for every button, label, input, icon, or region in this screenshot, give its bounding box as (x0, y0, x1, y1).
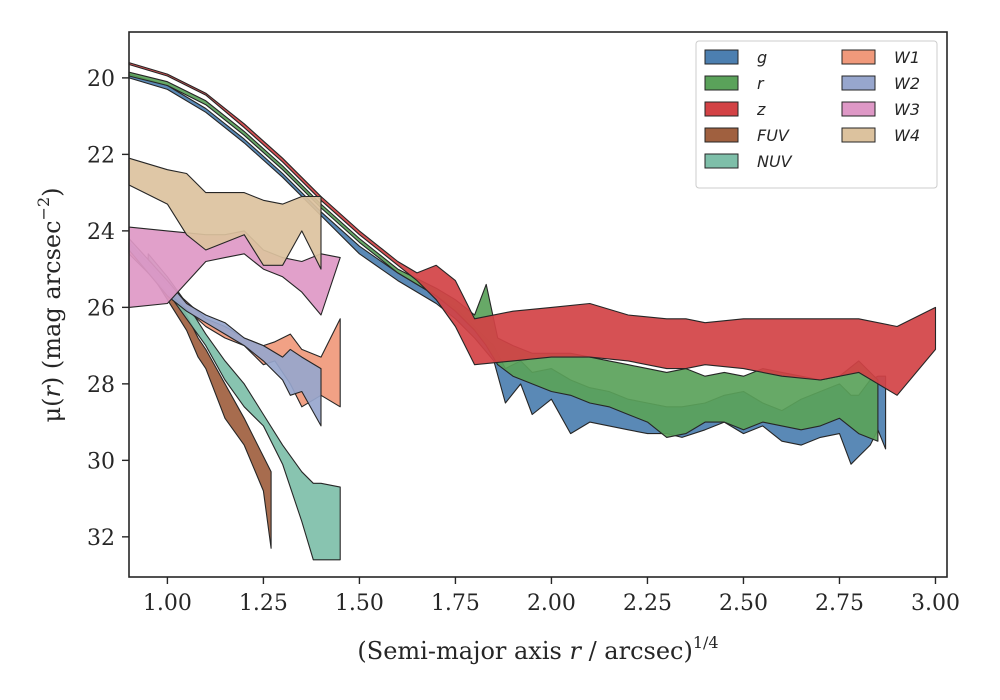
y-tick-label: 30 (87, 449, 115, 474)
legend-swatch-w1 (841, 49, 876, 65)
legend-swatch-r (704, 75, 739, 91)
x-tick-label: 2.00 (527, 591, 576, 616)
legend-items: grz FUV NUV W1 W2 W3 W4 (704, 48, 920, 171)
legend-swatch-w3 (841, 101, 876, 117)
series-layer (128, 62, 937, 561)
x-tick-label: 2.75 (815, 591, 864, 616)
legend-frame (695, 40, 938, 189)
legend-label-w4: W4 (894, 126, 920, 145)
legend-label-r: r (757, 74, 765, 93)
x-tick-label: 1.50 (335, 591, 384, 616)
legend-swatch-w4 (841, 127, 876, 143)
legend-label-fuv: FUV (757, 126, 790, 145)
y-tick-label: 28 (87, 373, 115, 398)
y-tick-label: 22 (87, 143, 115, 168)
legend-label-z: z (756, 100, 766, 119)
legend: grz FUV NUV W1 W2 W3 W4 (695, 40, 938, 189)
x-axis: 1.00 1.25 1.50 1.75 2.00 2.25 2.50 2.75 3.00 (143, 577, 960, 616)
y-tick-label: 32 (87, 526, 115, 551)
series-band-z (128, 62, 937, 396)
x-tick-label: 3.00 (911, 591, 960, 616)
legend-swatch-z (704, 101, 739, 117)
legend-swatch-nuv (704, 153, 739, 169)
y-tick-label: 26 (87, 296, 115, 321)
legend-label-nuv: NUV (757, 152, 793, 171)
y-axis-label: μ(r) (mag arcsec−2) (34, 187, 66, 422)
x-tick-label: 1.75 (431, 591, 480, 616)
legend-label-w3: W3 (894, 100, 920, 119)
x-tick-label: 2.50 (719, 591, 768, 616)
y-axis: 20 22 24 26 28 30 32 (87, 67, 129, 551)
x-tick-label: 2.25 (623, 591, 672, 616)
legend-label-g: g (757, 48, 767, 67)
x-tick-label: 1.00 (143, 591, 192, 616)
legend-swatch-fuv (704, 127, 739, 143)
legend-swatch-w2 (841, 75, 876, 91)
legend-label-w2: W2 (894, 74, 920, 93)
series-band-w4 (128, 157, 322, 270)
y-tick-label: 24 (87, 220, 115, 245)
x-axis-label: (Semi-major axis r / arcsec)1/4 (357, 633, 718, 665)
y-tick-label: 20 (87, 67, 115, 92)
series-band-w2 (128, 237, 322, 427)
x-tick-label: 1.25 (239, 591, 288, 616)
legend-label-w1: W1 (894, 48, 920, 67)
series-band-nuv (147, 253, 341, 561)
plot-frame (128, 31, 948, 578)
legend-swatch-g (704, 49, 739, 65)
